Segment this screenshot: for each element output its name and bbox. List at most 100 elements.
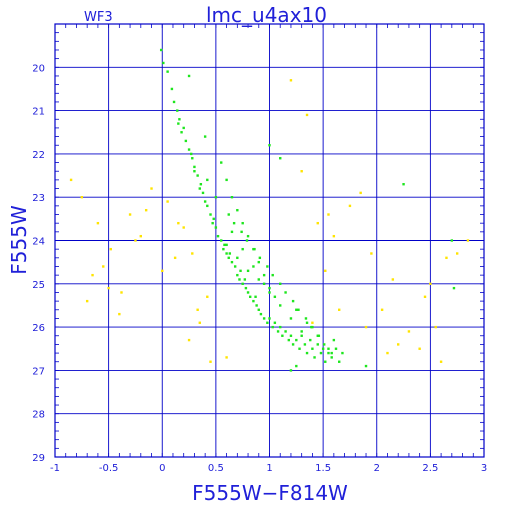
member-star-point (273, 295, 277, 298)
member-star-point (300, 334, 303, 337)
member-star-point (291, 343, 295, 346)
member-star-point (227, 256, 230, 260)
member-star-point (402, 183, 405, 186)
field-star-point (407, 330, 411, 333)
member-star-point (262, 273, 266, 277)
member-star-point (170, 87, 174, 91)
field-star-point (102, 265, 105, 268)
field-star-point (348, 204, 352, 208)
member-star-point (193, 165, 196, 169)
field-star-point (166, 200, 169, 203)
member-star-point (243, 278, 247, 281)
x-tick-label: 0.5 (208, 463, 224, 474)
member-star-point (214, 226, 218, 229)
member-star-point (222, 247, 225, 251)
member-star-point (220, 161, 223, 164)
member-star-point (364, 364, 368, 368)
y-tick-labels: 20 21 22 23 24 25 26 27 28 29 (32, 63, 45, 464)
x-tick-label: 1 (266, 463, 272, 474)
member-star-point (289, 369, 293, 372)
field-star-point (206, 295, 209, 298)
x-tick-labels: -1 -0.5 0 0.5 1 1.5 2 2.5 3 (50, 463, 487, 474)
member-star-point (199, 183, 203, 186)
member-star-point (203, 200, 207, 203)
member-star-point (257, 278, 260, 281)
member-star-point (321, 347, 325, 350)
member-star-point (225, 243, 228, 247)
field-star-point (397, 343, 400, 346)
member-star-point (241, 282, 244, 285)
member-star-point (289, 334, 293, 337)
field-star-point (429, 282, 432, 285)
field-star-point (198, 321, 201, 324)
member-star-point (298, 347, 301, 350)
member-star-point (262, 317, 266, 320)
field-star-point (107, 286, 110, 290)
field-star-point (196, 308, 199, 311)
field-star-point (161, 269, 164, 273)
member-star-point (203, 135, 207, 138)
field-star-point (386, 351, 389, 355)
field-star-point (191, 252, 194, 255)
member-star-point (313, 356, 316, 359)
field-star-point (359, 191, 362, 195)
member-star-point (190, 152, 193, 156)
member-star-point (287, 338, 291, 342)
member-star-point (209, 213, 212, 216)
x-tick-label: -1 (50, 463, 60, 474)
member-star-point (230, 196, 234, 199)
member-star-point (268, 286, 271, 290)
member-star-point (232, 221, 236, 225)
member-star-point (252, 265, 255, 268)
member-star-point (233, 265, 237, 268)
member-star-point (322, 343, 326, 346)
field-star-point (134, 239, 137, 242)
member-star-point (257, 260, 260, 264)
member-star-point (193, 170, 196, 173)
member-star-point (330, 351, 333, 355)
member-star-point (268, 317, 271, 320)
y-tick-label: 21 (32, 107, 45, 118)
member-star-point (273, 321, 277, 324)
member-star-point (262, 282, 266, 285)
member-star-point (184, 139, 188, 143)
y-tick-label: 26 (32, 323, 45, 334)
field-star-point (150, 187, 153, 190)
member-star-point (248, 295, 252, 298)
field-star-point (173, 256, 177, 260)
field-star-point (327, 213, 330, 216)
member-star-point (255, 304, 258, 307)
field-star-point (187, 338, 191, 342)
field-star-point (209, 360, 212, 363)
member-star-point (187, 148, 191, 151)
x-tick-label: -0.5 (99, 463, 119, 474)
field-star-point (144, 208, 148, 212)
member-star-point (191, 157, 194, 160)
chart-title: lmc_u4ax10 (206, 3, 327, 27)
field-star-point (338, 308, 341, 311)
field-star-point (128, 213, 132, 216)
member-star-point (211, 221, 214, 225)
y-tick-label: 29 (32, 453, 45, 464)
member-star-point (289, 317, 293, 320)
member-star-point (297, 308, 300, 311)
member-star-point (162, 61, 165, 65)
field-star-point (225, 356, 228, 359)
field-star-point (118, 312, 121, 316)
member-star-point (241, 221, 244, 225)
field-star-point (370, 252, 373, 255)
member-star-point (452, 286, 456, 290)
field-star-point (139, 234, 142, 238)
y-tick-label: 27 (32, 366, 45, 377)
member-star-point (201, 191, 205, 195)
member-star-point (295, 308, 298, 311)
field-star-point (434, 325, 437, 329)
member-star-point (305, 321, 309, 324)
field-star-point (423, 295, 427, 298)
member-star-point (279, 157, 282, 160)
member-star-point (245, 239, 249, 242)
member-star-point (236, 208, 239, 212)
member-star-point (198, 187, 201, 190)
member-star-point (246, 234, 250, 238)
member-star-point (241, 247, 244, 251)
